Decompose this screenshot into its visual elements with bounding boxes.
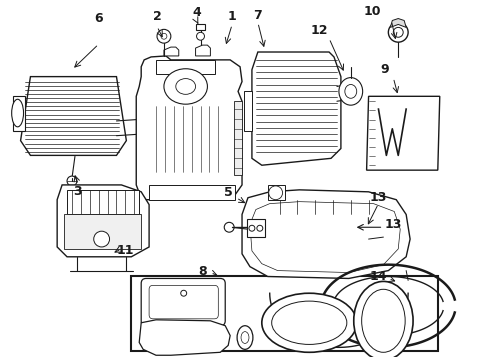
Ellipse shape (339, 78, 363, 105)
Polygon shape (57, 185, 149, 257)
Ellipse shape (237, 326, 253, 349)
Polygon shape (244, 91, 252, 131)
Ellipse shape (224, 222, 234, 232)
Polygon shape (242, 190, 410, 278)
Text: 3: 3 (74, 185, 82, 198)
Text: 13: 13 (385, 218, 402, 231)
Polygon shape (196, 24, 205, 30)
Text: 1: 1 (228, 10, 237, 23)
Polygon shape (234, 101, 242, 175)
FancyBboxPatch shape (149, 285, 219, 319)
Ellipse shape (354, 282, 413, 360)
Text: 8: 8 (198, 265, 207, 278)
Polygon shape (149, 101, 225, 175)
Ellipse shape (157, 30, 171, 43)
Polygon shape (268, 185, 285, 200)
Ellipse shape (176, 78, 196, 94)
Ellipse shape (269, 186, 283, 200)
Text: 11: 11 (117, 244, 134, 257)
Polygon shape (196, 45, 210, 56)
Polygon shape (367, 96, 440, 170)
Text: 7: 7 (253, 9, 262, 22)
Ellipse shape (362, 289, 405, 352)
Ellipse shape (181, 290, 187, 296)
Polygon shape (252, 52, 341, 165)
Polygon shape (156, 60, 215, 74)
Text: 5: 5 (224, 186, 233, 199)
Bar (131, 276, 438, 351)
Polygon shape (164, 47, 179, 56)
Ellipse shape (164, 69, 207, 104)
Ellipse shape (94, 231, 110, 247)
Polygon shape (391, 18, 406, 27)
FancyBboxPatch shape (141, 278, 225, 326)
Polygon shape (149, 185, 235, 200)
Polygon shape (13, 96, 24, 131)
Ellipse shape (389, 22, 408, 42)
Ellipse shape (67, 176, 77, 186)
Text: 9: 9 (380, 63, 389, 76)
Text: 12: 12 (310, 24, 328, 37)
Ellipse shape (262, 293, 357, 352)
Text: 10: 10 (364, 5, 381, 18)
Text: 13: 13 (370, 191, 387, 204)
Polygon shape (136, 56, 242, 200)
Ellipse shape (249, 225, 255, 231)
Text: 4: 4 (192, 6, 201, 19)
Polygon shape (139, 320, 230, 355)
Ellipse shape (12, 99, 24, 127)
Ellipse shape (345, 85, 357, 98)
Ellipse shape (271, 301, 347, 345)
Text: 6: 6 (95, 12, 103, 25)
Text: 14: 14 (370, 270, 387, 283)
Polygon shape (67, 190, 139, 215)
Polygon shape (250, 202, 400, 273)
Ellipse shape (257, 225, 263, 231)
Ellipse shape (393, 27, 403, 37)
Text: 2: 2 (152, 10, 161, 23)
Polygon shape (21, 77, 126, 156)
Ellipse shape (196, 32, 204, 40)
Ellipse shape (241, 332, 249, 343)
Polygon shape (247, 219, 265, 237)
Polygon shape (64, 215, 141, 249)
Ellipse shape (161, 33, 167, 39)
